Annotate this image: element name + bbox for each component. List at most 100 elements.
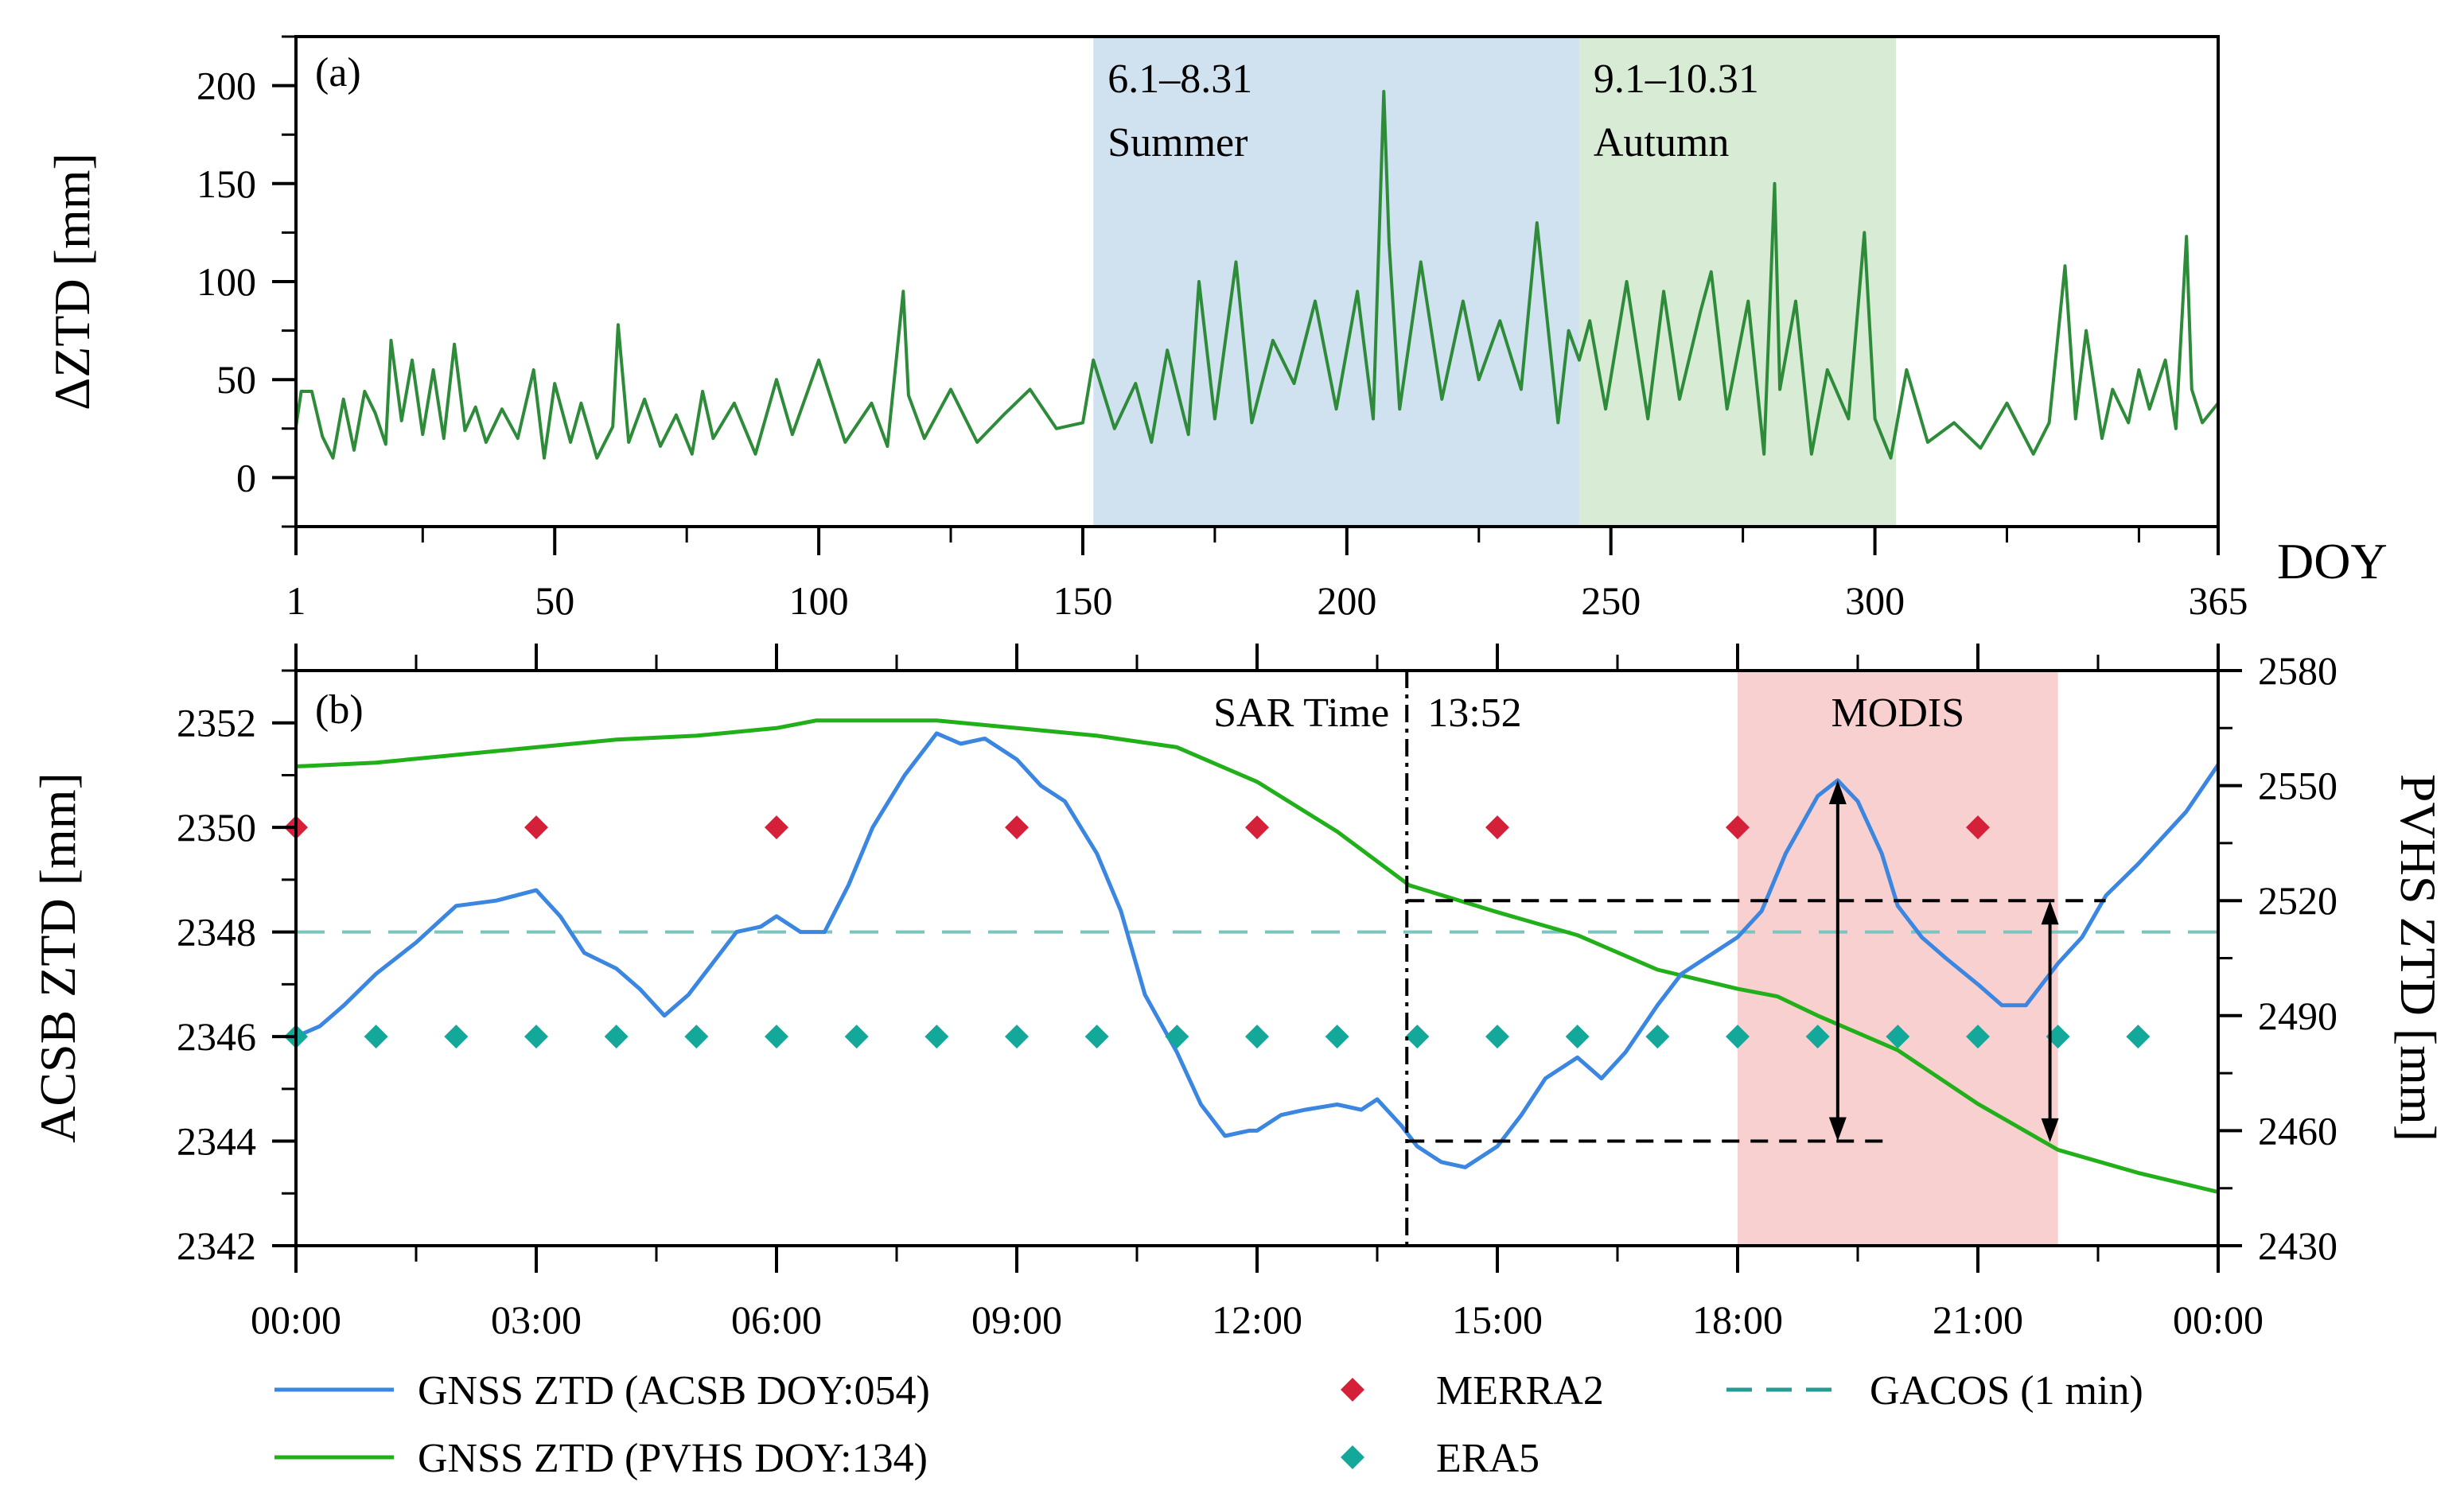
era5-marker bbox=[1245, 1025, 1269, 1049]
panel-a-y-axis-label: ΔZTD [mm] bbox=[44, 153, 100, 410]
era5-marker bbox=[1645, 1025, 1670, 1049]
sar-time-label: SAR Time bbox=[1213, 690, 1389, 736]
merra2-marker bbox=[1485, 815, 1509, 840]
acsb-ztd-series-line bbox=[294, 731, 2221, 1169]
y-tick-label: 0 bbox=[236, 455, 256, 500]
era5-marker bbox=[765, 1025, 788, 1049]
x-tick-label: 365 bbox=[2189, 578, 2248, 623]
legend-label: GACOS (1 min) bbox=[1870, 1368, 2143, 1414]
era5-marker bbox=[364, 1025, 388, 1049]
panel-a-label: (a) bbox=[315, 50, 361, 95]
right-y-tick-label: 2580 bbox=[2258, 648, 2337, 693]
legend-label: MERRA2 bbox=[1436, 1368, 1604, 1414]
x-tick-label: 250 bbox=[1581, 578, 1641, 623]
merra2-marker bbox=[1726, 815, 1750, 840]
summer-label: Summer bbox=[1107, 120, 1248, 165]
right-y-tick-label: 2490 bbox=[2258, 994, 2337, 1038]
era5-marker bbox=[1325, 1025, 1349, 1049]
y-tick-label: 200 bbox=[197, 64, 256, 108]
modis-shaded-region bbox=[1738, 671, 2058, 1246]
left-y-tick-label: 2342 bbox=[177, 1223, 256, 1268]
legend-diamond-swatch bbox=[1341, 1445, 1364, 1469]
era5-marker bbox=[1405, 1025, 1430, 1049]
left-y-tick-label: 2348 bbox=[177, 910, 256, 955]
x-tick-label: 50 bbox=[535, 578, 574, 623]
merra2-marker bbox=[765, 815, 788, 840]
left-y-tick-label: 2352 bbox=[177, 701, 256, 745]
legend-label: GNSS ZTD (ACSB DOY:054) bbox=[418, 1368, 930, 1414]
panel-a-x-axis-label: DOY bbox=[2277, 533, 2388, 589]
legend-label: GNSS ZTD (PVHS DOY:134) bbox=[418, 1436, 928, 1481]
panel-b: MODIS SAR Time 13:52 00:00 03:00 06:00 09:0… bbox=[29, 644, 2446, 1342]
y-tick-label: 50 bbox=[216, 357, 256, 402]
x-tick-label: 300 bbox=[1845, 578, 1905, 623]
era5-marker bbox=[1886, 1025, 1910, 1049]
era5-marker bbox=[924, 1025, 949, 1049]
era5-marker bbox=[1966, 1025, 1990, 1049]
summer-date-range-label: 6.1–8.31 bbox=[1107, 56, 1252, 102]
panel-b-right-y-ticks: 2430 2460 2490 2520 2550 2580 bbox=[2218, 648, 2337, 1268]
autumn-label: Autumn bbox=[1594, 120, 1729, 165]
legend-item: GNSS ZTD (PVHS DOY:134) bbox=[274, 1436, 928, 1481]
era5-marker bbox=[1005, 1025, 1029, 1049]
legend-item: MERRA2 bbox=[1341, 1368, 1604, 1414]
x-tick-label: 09:00 bbox=[971, 1297, 1062, 1342]
era5-marker bbox=[524, 1025, 548, 1049]
x-tick-label: 21:00 bbox=[1933, 1297, 2023, 1342]
era5-marker bbox=[604, 1025, 629, 1049]
era5-marker bbox=[684, 1025, 709, 1049]
y-tick-label: 100 bbox=[197, 259, 256, 304]
panel-b-label: (b) bbox=[315, 687, 364, 733]
right-y-tick-label: 2460 bbox=[2258, 1108, 2337, 1153]
x-tick-label: 00:00 bbox=[251, 1297, 341, 1342]
modis-label: MODIS bbox=[1831, 690, 1965, 736]
legend-diamond-swatch bbox=[1341, 1378, 1364, 1402]
delta-ztd-series-line bbox=[294, 90, 2220, 460]
panel-a: 6.1–8.31 Summer 9.1–10.31 Autumn 1 50 100 1… bbox=[44, 35, 2388, 623]
x-tick-label: 12:00 bbox=[1212, 1297, 1302, 1342]
x-tick-label: 1 bbox=[286, 578, 306, 623]
x-tick-label: 00:00 bbox=[2173, 1297, 2264, 1342]
era5-marker bbox=[1165, 1025, 1189, 1049]
x-tick-label: 200 bbox=[1317, 578, 1376, 623]
x-tick-label: 03:00 bbox=[491, 1297, 582, 1342]
legend-item: GACOS (1 min) bbox=[1726, 1368, 2143, 1414]
arrow-head-down bbox=[2041, 1118, 2059, 1142]
merra2-marker bbox=[1966, 815, 1990, 840]
era5-marker bbox=[1805, 1025, 1830, 1049]
era5-marker bbox=[1565, 1025, 1590, 1049]
era5-markers bbox=[284, 1025, 2151, 1049]
pvhs-range-arrow bbox=[2041, 900, 2059, 1142]
era5-marker bbox=[2046, 1025, 2070, 1049]
merra2-marker bbox=[1005, 815, 1029, 840]
panel-b-left-y-axis-label: ACSB ZTD [mm] bbox=[29, 772, 86, 1143]
y-tick-label: 150 bbox=[197, 161, 256, 206]
panel-b-x-ticks: 00:00 03:00 06:00 09:00 12:00 15:00 18:00 21:00… bbox=[251, 644, 2264, 1342]
x-tick-label: 18:00 bbox=[1692, 1297, 1783, 1342]
arrow-head-down bbox=[1828, 1117, 1847, 1141]
era5-marker bbox=[444, 1025, 469, 1049]
left-y-tick-label: 2346 bbox=[177, 1014, 256, 1059]
right-y-tick-label: 2520 bbox=[2258, 878, 2337, 923]
merra2-marker bbox=[524, 815, 548, 840]
panel-b-right-y-axis-label: PVHS ZTD [mm] bbox=[2390, 774, 2446, 1141]
left-y-tick-label: 2350 bbox=[177, 805, 256, 850]
right-y-tick-label: 2430 bbox=[2258, 1223, 2337, 1268]
merra2-marker bbox=[1245, 815, 1269, 840]
era5-marker bbox=[1084, 1025, 1109, 1049]
pvhs-ztd-series-line bbox=[295, 718, 2219, 1194]
x-tick-label: 150 bbox=[1053, 578, 1112, 623]
autumn-shaded-region bbox=[1578, 37, 1897, 527]
summer-shaded-region bbox=[1093, 37, 1579, 527]
x-tick-label: 100 bbox=[789, 578, 849, 623]
arrow-head-up bbox=[2041, 900, 2059, 925]
sar-time-value: 13:52 bbox=[1427, 690, 1521, 736]
x-tick-label: 06:00 bbox=[731, 1297, 822, 1342]
era5-marker bbox=[2126, 1025, 2151, 1049]
legend-label: ERA5 bbox=[1436, 1436, 1540, 1481]
legend: GNSS ZTD (ACSB DOY:054) MERRA2 GACOS (1 mi… bbox=[274, 1368, 2143, 1481]
x-tick-label: 15:00 bbox=[1452, 1297, 1543, 1342]
legend-item: GNSS ZTD (ACSB DOY:054) bbox=[274, 1368, 930, 1414]
legend-item: ERA5 bbox=[1341, 1436, 1540, 1481]
